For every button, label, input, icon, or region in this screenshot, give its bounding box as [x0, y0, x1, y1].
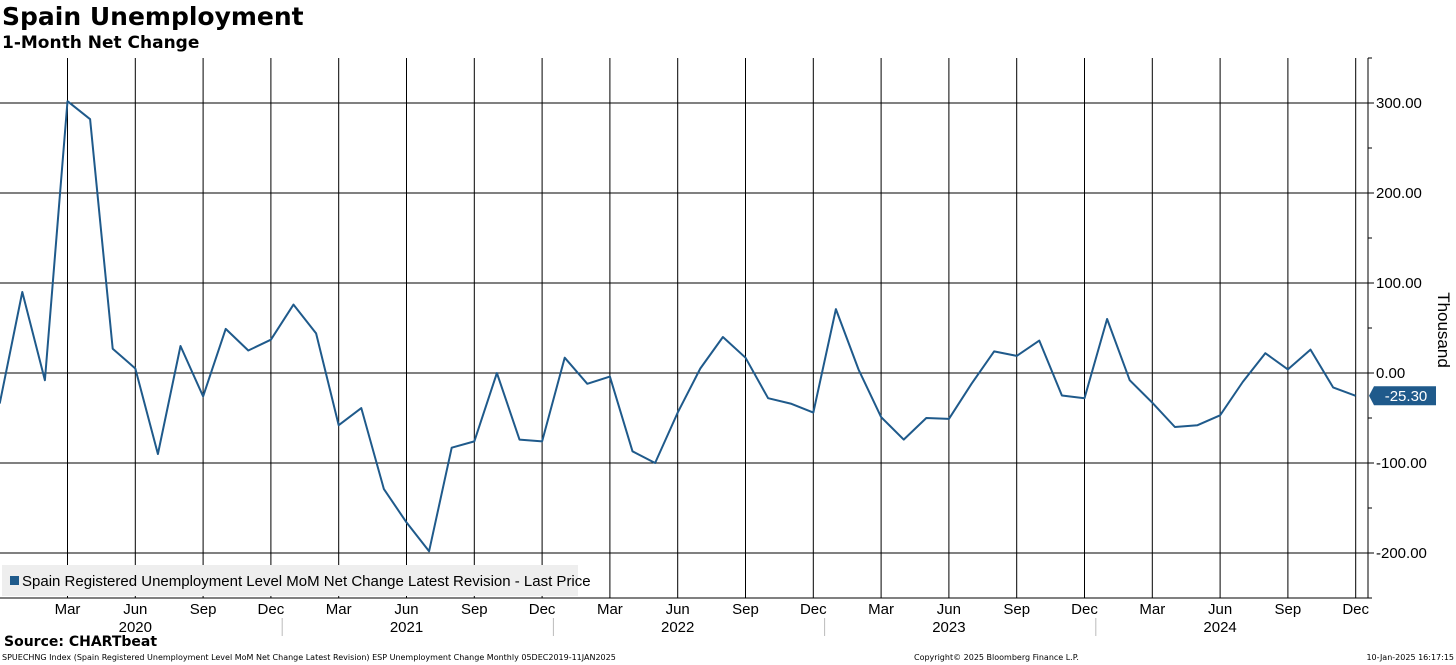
y-tick-label: 300.00: [1376, 95, 1422, 112]
y-tick-label: 100.00: [1376, 275, 1422, 292]
series-line: [0, 100, 1357, 553]
x-tick-label: Jun: [666, 601, 690, 618]
footer-copyright: Copyright© 2025 Bloomberg Finance L.P.: [914, 653, 1079, 662]
x-tick-label: Sep: [190, 601, 217, 618]
x-tick-label: Jun: [937, 601, 961, 618]
x-year-label: 2021: [390, 619, 423, 636]
y-tick-label: 200.00: [1376, 185, 1422, 202]
x-tick-label: Jun: [123, 601, 147, 618]
x-tick-label: Sep: [1275, 601, 1302, 618]
y-tick-label: 0.00: [1376, 365, 1405, 382]
x-year-label: 2023: [932, 619, 965, 636]
x-tick-label: Jun: [1208, 601, 1232, 618]
x-year-label: 2022: [661, 619, 694, 636]
x-tick-label: Sep: [461, 601, 488, 618]
x-tick-label: Mar: [868, 601, 894, 618]
x-tick-label: Mar: [326, 601, 352, 618]
y-tick-label: -200.00: [1376, 545, 1427, 562]
x-tick-label: Jun: [394, 601, 418, 618]
x-tick-label: Dec: [258, 601, 285, 618]
legend-label: Spain Registered Unemployment Level MoM …: [22, 573, 591, 590]
footer-timestamp: 10-Jan-2025 16:17:15: [1366, 653, 1454, 662]
x-tick-label: Dec: [800, 601, 827, 618]
last-value-badge: [1369, 386, 1436, 406]
x-tick-label: Dec: [1342, 601, 1369, 618]
last-value-label: -25.30: [1385, 388, 1428, 405]
x-tick-label: Dec: [1071, 601, 1098, 618]
y-axis-label: Thousand: [1434, 292, 1453, 368]
y-tick-label: -100.00: [1376, 455, 1427, 472]
chart-subtitle: 1-Month Net Change: [2, 33, 200, 53]
chart-title: Spain Unemployment: [2, 2, 304, 31]
legend-swatch: [10, 576, 19, 585]
x-tick-label: Sep: [1003, 601, 1030, 618]
x-tick-label: Mar: [55, 601, 81, 618]
footer-index-description: SPUECHNG Index (Spain Registered Unemplo…: [2, 653, 616, 662]
x-tick-label: Dec: [529, 601, 556, 618]
x-tick-label: Mar: [597, 601, 623, 618]
x-tick-label: Mar: [1139, 601, 1165, 618]
x-year-label: 2024: [1203, 619, 1236, 636]
legend-box: [2, 565, 578, 596]
x-year-label: 2020: [119, 619, 152, 636]
source-note: Source: CHARTbeat: [4, 634, 158, 650]
x-tick-label: Sep: [732, 601, 759, 618]
